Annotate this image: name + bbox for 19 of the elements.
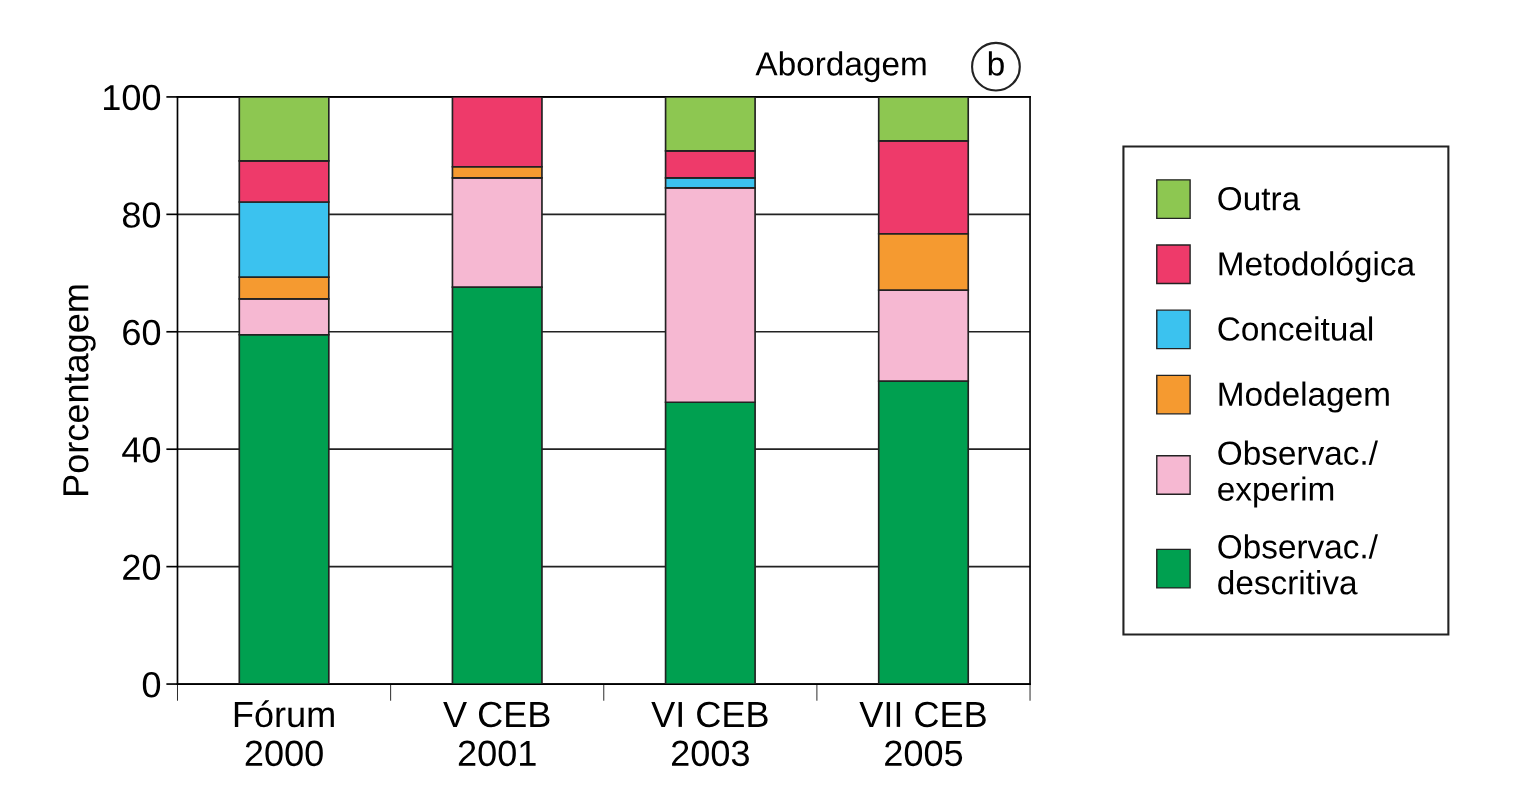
legend-label: Observac./ experim [1218,440,1378,508]
legend-label: Outra [1218,186,1301,211]
y-tick-label: 100 [104,84,161,111]
chart-title: Abordagem [755,51,926,83]
y-tick-label: 0 [142,671,161,698]
y-tick-label: 60 [123,319,161,346]
x-tick-label: Fórum 2000 [234,700,334,767]
legend-label: Modelagem [1219,381,1389,413]
x-tick-label: VI CEB 2003 [651,701,768,767]
text: b [988,51,1004,76]
legend-label: Metodológica [1219,250,1416,283]
x-tick-label: V CEB 2001 [443,701,550,767]
legend-label: Observac./ descritiva [1218,534,1378,595]
y-tick-label: 80 [122,202,161,228]
x-tick-label: VII CEB 2005 [859,701,986,767]
y-axis-title: Porcentagem [63,285,96,495]
legend-label: Conceitual [1218,316,1373,341]
y-tick-label: 40 [122,437,161,463]
y-tick-label: 20 [123,554,161,581]
